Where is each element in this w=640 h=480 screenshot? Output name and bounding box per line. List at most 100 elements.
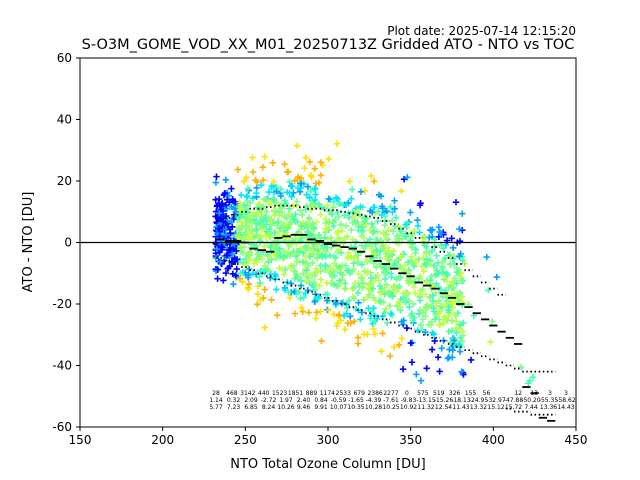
- data-point: [359, 284, 367, 291]
- data-point: [355, 270, 363, 278]
- data-point: [324, 235, 332, 243]
- data-point: [402, 289, 409, 296]
- stats-std: 11.32: [417, 404, 434, 411]
- stats-std: 7.44: [524, 404, 538, 411]
- data-point: [331, 281, 338, 288]
- data-point: [485, 287, 492, 294]
- data-point: [319, 245, 327, 252]
- data-point: [430, 262, 438, 270]
- stats-std: 9.91: [314, 404, 328, 411]
- data-point: [304, 183, 312, 190]
- data-point: [428, 346, 436, 353]
- data-point: [214, 275, 221, 282]
- data-point: [436, 368, 443, 375]
- data-point: [317, 276, 325, 283]
- stats-mean: 1.14: [209, 397, 223, 404]
- data-point: [261, 243, 268, 250]
- data-point: [428, 272, 435, 280]
- data-point: [414, 222, 422, 230]
- data-point: [366, 240, 373, 248]
- data-point: [315, 200, 323, 208]
- data-point: [262, 195, 270, 203]
- data-point: [317, 308, 324, 315]
- data-point: [416, 201, 424, 209]
- data-point: [307, 232, 315, 239]
- data-point: [273, 286, 280, 293]
- data-point: [397, 227, 405, 235]
- stats-std: 14.43: [557, 404, 574, 411]
- data-point: [322, 219, 329, 227]
- data-point: [458, 368, 465, 375]
- data-point: [367, 312, 375, 319]
- data-point: [330, 198, 337, 205]
- data-point: [317, 211, 324, 219]
- stats-count: 1174: [320, 390, 335, 397]
- data-point: [252, 177, 259, 184]
- data-point: [351, 295, 358, 302]
- stats-count: 326: [449, 390, 461, 397]
- stats-std: 7.23: [227, 404, 241, 411]
- data-point: [439, 259, 446, 266]
- data-point: [314, 255, 321, 262]
- data-point: [436, 316, 443, 323]
- data-point: [339, 272, 346, 279]
- data-point: [389, 228, 397, 235]
- data-point: [297, 207, 304, 214]
- data-point: [300, 294, 307, 301]
- data-point: [315, 179, 323, 186]
- data-point: [246, 223, 253, 230]
- data-point: [361, 331, 368, 338]
- data-point: [291, 275, 299, 282]
- data-point: [354, 252, 362, 259]
- data-point: [398, 335, 406, 342]
- data-point: [340, 312, 348, 319]
- data-point: [298, 277, 305, 284]
- data-point: [281, 161, 288, 168]
- data-point: [358, 227, 365, 234]
- data-point: [375, 277, 383, 284]
- data-point: [423, 243, 430, 250]
- data-point: [445, 328, 452, 335]
- data-point: [371, 330, 379, 338]
- data-point: [313, 309, 320, 316]
- stats-std: 6.85: [244, 404, 258, 411]
- data-point: [361, 187, 369, 195]
- data-point: [270, 178, 277, 185]
- data-point: [400, 294, 407, 301]
- data-point: [387, 310, 395, 317]
- data-point: [438, 345, 445, 352]
- data-point: [454, 291, 462, 299]
- data-point: [237, 269, 244, 277]
- data-point: [459, 338, 466, 345]
- data-point: [409, 317, 417, 324]
- x-tick-label: 450: [565, 433, 588, 447]
- data-point: [390, 343, 398, 351]
- data-point: [446, 346, 453, 353]
- data-point: [338, 300, 346, 307]
- data-point: [295, 248, 303, 255]
- data-point: [334, 195, 341, 202]
- bin-statistics: [216, 204, 556, 422]
- data-point: [417, 273, 424, 280]
- data-point: [455, 266, 463, 274]
- y-axis: -60 -40 -20 0 20 40 60: [52, 51, 80, 434]
- data-point: [301, 164, 308, 172]
- stats-count: 2533: [336, 390, 351, 397]
- data-point: [348, 195, 355, 202]
- data-point: [483, 253, 490, 261]
- data-point: [231, 198, 239, 205]
- data-point: [450, 310, 457, 318]
- y-tick-label: -60: [52, 420, 72, 434]
- data-point: [259, 163, 266, 171]
- data-point: [428, 247, 436, 255]
- data-point: [245, 281, 253, 288]
- data-point: [258, 213, 266, 221]
- data-point: [312, 315, 319, 322]
- data-point: [410, 283, 418, 291]
- data-point: [297, 175, 305, 182]
- data-point: [261, 324, 268, 331]
- data-point: [214, 202, 221, 209]
- data-point: [269, 159, 276, 167]
- data-point: [286, 178, 293, 186]
- data-point: [369, 209, 376, 216]
